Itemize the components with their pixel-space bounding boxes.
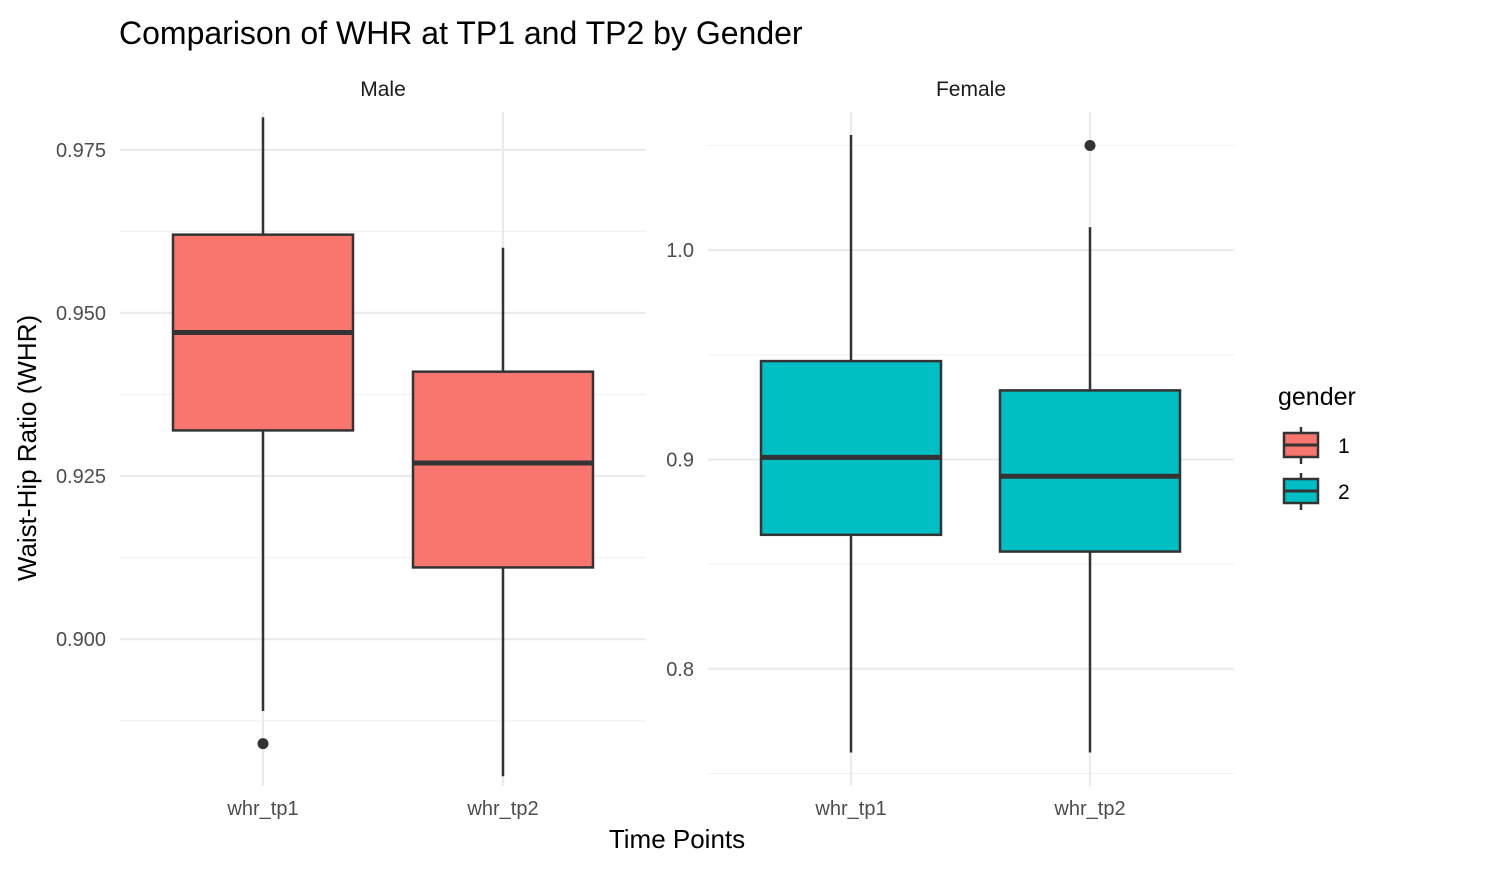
iqr-box [759,359,943,537]
legend-entry-label: 2 [1338,481,1350,504]
box-female-whr_tp1 [759,135,943,753]
facet-panel-female: 0.8 0.9 1.0 Female whr_tp1 whr_tp2 [666,78,1234,820]
y-tick-label: 0.950 [56,303,106,325]
iqr-box [411,370,595,569]
y-tick-label: 0.925 [56,466,106,488]
legend-title: gender [1278,383,1356,411]
facet-strip-label: Male [360,78,406,101]
y-tick-label: 0.900 [56,629,106,651]
x-axis-title: Time Points [609,824,745,854]
y-tick-label: 0.8 [666,659,694,681]
x-tick-label: whr_tp1 [226,798,298,820]
legend-key-2 [1282,473,1320,510]
facet-strip-label: Female [936,78,1006,101]
x-tick-label: whr_tp2 [466,798,538,820]
outlier-point [257,738,269,750]
outlier-point [1084,139,1096,151]
iqr-box [998,389,1182,553]
box-female-whr_tp2 [998,139,1182,753]
x-tick-label: whr_tp2 [1053,798,1125,820]
x-tick-label: whr_tp1 [814,798,886,820]
y-tick-label: 1.0 [666,240,694,262]
y-tick-label: 0.9 [666,449,694,471]
legend: gender 1 2 [1278,383,1356,510]
facet-panel-male: 0.900 0.925 0.950 0.975 Male whr_tp1 whr_tp2 [56,78,646,820]
chart-title: Comparison of WHR at TP1 and TP2 by Gend… [119,15,803,51]
box-male-whr_tp2 [411,247,595,777]
legend-key-1 [1282,427,1320,464]
y-tick-label: 0.975 [56,140,106,162]
y-axis-title: Waist-Hip Ratio (WHR) [12,315,42,581]
box-male-whr_tp1 [171,117,355,750]
legend-entry-label: 1 [1338,435,1350,458]
